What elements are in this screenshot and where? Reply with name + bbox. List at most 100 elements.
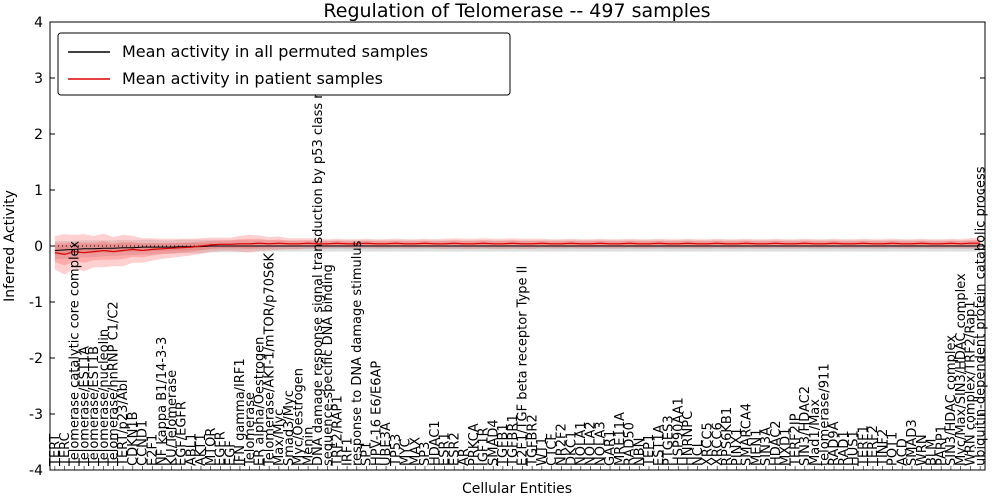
y-tick-label: -4 [29, 463, 43, 479]
x-tick-label: MYC [399, 438, 414, 466]
x-tick-label: WRN [915, 434, 930, 466]
x-tick-label: EGF/EGFR [175, 401, 190, 466]
patient-band-inner [54, 238, 981, 266]
x-tick-label: TERF2IP [788, 413, 803, 467]
x-tick-label: NR2F2 [554, 423, 569, 466]
y-tick-label: 1 [34, 183, 43, 199]
x-tick-label: NCL [691, 439, 706, 466]
x-tick-label: Telomerase/EST1B [87, 346, 102, 467]
x-tick-label: RAD1 [837, 430, 852, 466]
x-tick-label: HUS1 [847, 430, 862, 466]
x-tick-label: NOLA3 [593, 421, 608, 466]
x-tick-label: XRCC5 [701, 422, 716, 466]
x-tick-label: RAD50 [623, 422, 638, 466]
x-tick-label: PARP1 [934, 425, 949, 466]
x-tick-label: TP53 [389, 434, 404, 467]
x-tick-label: response to DNA damage stimulus [350, 240, 365, 466]
x-tick-label: XRCC6 [710, 422, 725, 466]
x-tick-label: SIN3/HDAC2 [798, 386, 813, 466]
x-tick-label: telomerase/911 [817, 363, 832, 466]
x-tick-label: SP1 [360, 442, 375, 466]
x-tick-label: Telomerase [243, 392, 258, 467]
x-tick-label: Telomerase/EST1A [77, 346, 92, 467]
x-tick-label: ER alpha/Oestrogen [253, 337, 268, 466]
plot-border [49, 21, 986, 471]
x-tick-label: RAD9A [827, 421, 842, 466]
x-tick-label: TERT/p23/Abl [116, 380, 131, 468]
x-tick-label: HSP90AA1 [671, 397, 686, 466]
x-tick-label: ACD [895, 438, 910, 466]
legend-box [57, 32, 511, 96]
y-tick-label: 4 [34, 15, 43, 31]
x-tick-label: NOLA1 [574, 421, 589, 466]
x-tick-label: MTOR [204, 428, 219, 466]
y-tick-label: 0 [34, 239, 43, 255]
x-tick-label: IFN gamma/IRF1 [233, 358, 248, 466]
x-tick-label: TERF2 [866, 425, 881, 467]
x-tick-label: ABL1 [184, 433, 199, 466]
x-tick-label: TGFBR2 [525, 414, 540, 467]
x-tick-label: TERT [48, 434, 63, 467]
x-tick-label: UBE3A [379, 422, 394, 466]
legend: Mean activity in all permuted samples Me… [57, 32, 511, 96]
x-tick-label: Telomerase catalytic core complex [67, 241, 82, 467]
x-tick-label: KU/Telomerase [165, 370, 180, 466]
x-tick-label: PINX1 [730, 427, 745, 466]
x-tick-label: SMAD4 [486, 419, 501, 466]
x-tick-label: CCND1 [136, 420, 151, 466]
x-tick-label: BLM [925, 439, 940, 466]
x-tick-label: SMAD3 [905, 419, 920, 466]
y-axis-label: Inferred Activity [2, 190, 18, 302]
x-tick-label: EGF [223, 440, 238, 466]
x-tick-label: WRN complex/TRF2/Rap1 [964, 300, 979, 466]
x-tick-label: DNA damage response signal transduction … [311, 39, 326, 466]
x-tick-label: Mad1/Max [808, 399, 823, 466]
x-tick-label: Telomerase/hnRNP C1/C2 [106, 301, 121, 467]
x-tick-label: Telomerase/nucleolin [97, 329, 112, 467]
x-tick-label: TERC [58, 432, 73, 467]
x-tick-label: Max/Myc [272, 409, 287, 466]
x-tick-label: E2F1 [145, 434, 160, 466]
x-tick-label: POT1 [886, 432, 901, 466]
x-tick-label: SP3 [418, 442, 433, 466]
x-tick-label: HDAC1 [428, 420, 443, 466]
x-tick-label: AKT1 [194, 433, 209, 466]
x-tick-label: MAX [408, 437, 423, 466]
x-tick-label: HDAC2 [769, 420, 784, 466]
x-tick-label: MRE11A [613, 412, 628, 466]
x-tick-label: TERF1 [856, 425, 871, 467]
patient-mean-line [54, 242, 981, 256]
x-tick-label: NOLA2 [584, 421, 599, 466]
legend-label-permuted: Mean activity in all permuted samples [122, 42, 428, 61]
x-tick-label: MXD1 [778, 428, 793, 466]
permuted-band [54, 239, 981, 260]
y-tick-label: 3 [34, 71, 43, 87]
x-tick-label: MEN1 [749, 429, 764, 466]
y-tick-label: -3 [29, 407, 43, 423]
x-tick-label: Telomerase/AKT-1/mTOR/p70S6K [262, 253, 277, 467]
x-tick-label: E2F1/TGF beta receptor Type II [516, 266, 531, 466]
x-tick-label: SIN3A [759, 427, 774, 466]
x-tick-label: Myc/Max/SIN3/HDAC complex [954, 273, 969, 466]
x-axis-label: Cellular Entities [462, 481, 572, 497]
x-tick-label: WT1 [535, 437, 550, 466]
x-tick-label: CDKN1B [126, 411, 141, 466]
x-tick-label: EST1A [652, 424, 667, 466]
x-tick-label: CTCF [545, 433, 560, 466]
x-tick-label: SMARCA4 [740, 403, 755, 466]
x-tick-label: DKC1 [564, 431, 579, 466]
x-tick-label: HNRNPC [681, 411, 696, 466]
x-tick-label: GAR1 [603, 430, 618, 466]
y-tick-label: -2 [29, 351, 43, 367]
x-tick-label: AR [457, 448, 472, 466]
x-tick-label: NF kappa B1/14-3-3 [155, 337, 170, 466]
x-tick-label: sequence-specific DNA binding [321, 264, 336, 466]
chart-title: Regulation of Telomerase -- 497 samples [323, 0, 710, 22]
x-tick-label: HPV-16 E6/E6AP [369, 361, 384, 466]
y-tick-label: 2 [34, 127, 43, 143]
x-tick-label: SIN3/HDAC complex [944, 335, 959, 466]
x-tick-label: EGFR [214, 431, 229, 466]
x-tick-label: PRKCA [467, 423, 482, 466]
